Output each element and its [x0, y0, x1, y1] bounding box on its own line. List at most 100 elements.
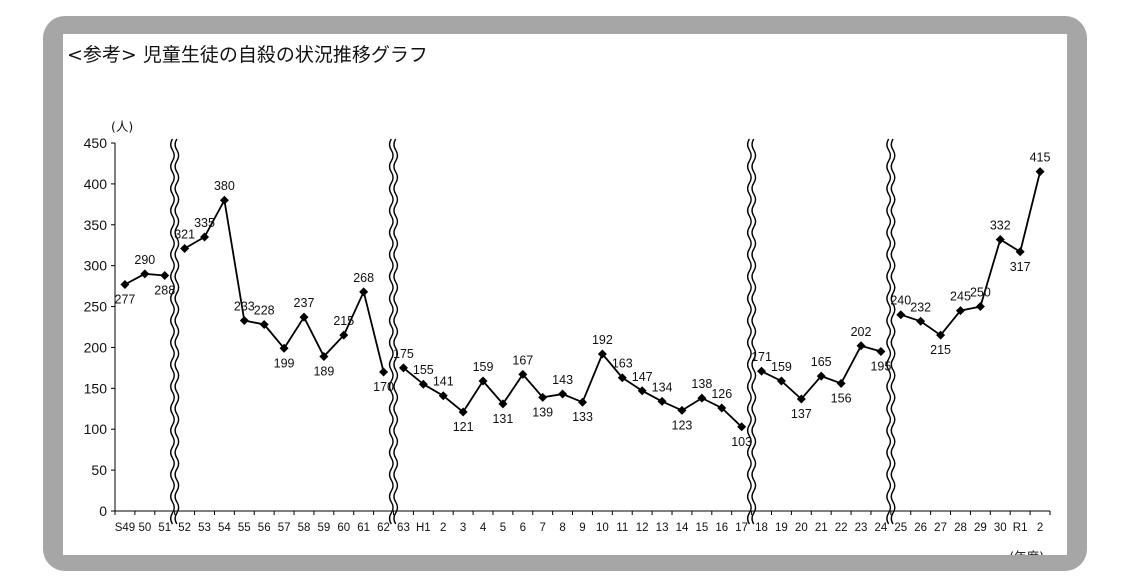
data-label: 147	[632, 370, 653, 384]
x-tick-label: 24	[875, 522, 888, 534]
data-point	[120, 279, 130, 289]
x-tick-label: 53	[198, 522, 211, 534]
data-label: 240	[890, 294, 911, 308]
data-point	[776, 376, 786, 386]
data-point	[359, 287, 369, 297]
data-label: 139	[532, 405, 553, 419]
chart-frame: <参考> 児童生徒の自殺の状況推移グラフ 0 50 100 150 200 250 300 3…	[43, 16, 1087, 571]
data-point	[816, 371, 826, 381]
x-tick-label: 18	[755, 522, 768, 534]
axis-break-mark	[886, 138, 896, 525]
x-tick-label: 22	[835, 522, 848, 534]
data-label: 137	[791, 407, 812, 421]
x-tick-label: 5	[500, 522, 506, 534]
chart-panel: <参考> 児童生徒の自殺の状況推移グラフ 0 50 100 150 200 250 300 3…	[63, 34, 1067, 555]
x-tick-label: 13	[656, 522, 669, 534]
y-tick-label: 200	[84, 339, 108, 355]
data-label: 250	[970, 286, 991, 300]
data-point	[896, 310, 906, 320]
x-tick-label: 26	[914, 522, 927, 534]
axis-break-mark	[170, 138, 180, 525]
data-point	[916, 316, 926, 326]
data-label: 202	[851, 325, 872, 339]
x-tick-label: R1	[1013, 522, 1028, 534]
data-label: 335	[194, 216, 215, 230]
y-tick-label: 400	[84, 176, 108, 192]
data-point	[299, 312, 309, 322]
data-label: 159	[473, 360, 494, 374]
data-label: 159	[771, 360, 792, 374]
data-point	[538, 392, 548, 402]
data-point	[1035, 167, 1045, 177]
x-tick-label: 16	[715, 522, 728, 534]
data-point	[478, 376, 488, 386]
data-label: 192	[592, 333, 613, 347]
data-point	[737, 422, 747, 432]
x-tick-label: 55	[238, 522, 251, 534]
x-tick-label: 11	[616, 522, 628, 534]
x-tick-label: 8	[559, 522, 565, 534]
data-point	[200, 232, 210, 242]
chart-title: <参考> 児童生徒の自殺の状況推移グラフ	[67, 44, 428, 66]
data-label: 380	[214, 179, 235, 193]
data-point	[438, 391, 448, 401]
x-tick-label: 7	[540, 522, 546, 534]
data-label: 277	[115, 292, 136, 306]
x-tick-label: 62	[377, 522, 390, 534]
y-tick-label: 150	[84, 380, 108, 396]
data-point	[498, 399, 508, 409]
data-point	[379, 367, 389, 377]
x-tick-label: 2	[1037, 522, 1043, 534]
x-tick-label: 19	[775, 522, 788, 534]
y-tick-label: 450	[84, 135, 108, 151]
data-label: 156	[831, 391, 852, 405]
y-tick-label: 50	[91, 462, 107, 478]
data-point	[180, 243, 190, 253]
data-point	[975, 302, 985, 312]
data-point	[637, 386, 647, 396]
x-tick-label: S49	[115, 522, 135, 534]
data-label: 138	[691, 377, 712, 391]
data-point	[558, 389, 568, 399]
x-tick-label: 30	[994, 522, 1007, 534]
data-label: 332	[990, 218, 1011, 232]
data-label: 233	[234, 299, 255, 313]
data-label: 167	[512, 353, 533, 367]
data-point	[319, 351, 329, 361]
data-point	[578, 397, 587, 407]
data-label: 175	[393, 347, 414, 361]
data-point	[757, 366, 767, 376]
data-label: 268	[353, 271, 374, 285]
data-label: 170	[373, 380, 394, 394]
data-point	[418, 379, 428, 389]
data-point	[1015, 247, 1025, 257]
data-label: 232	[910, 300, 931, 314]
data-point	[995, 234, 1005, 244]
x-tick-label: 2	[440, 522, 446, 534]
x-tick-label: 4	[480, 522, 487, 534]
x-tick-label: 61	[357, 522, 370, 534]
x-tick-label: 20	[795, 522, 808, 534]
data-label: 321	[174, 227, 195, 241]
x-tick-label: 59	[317, 522, 330, 534]
x-tick-label: 28	[954, 522, 967, 534]
x-tick-label: 17	[735, 522, 748, 534]
x-tick-label: 51	[158, 522, 171, 534]
data-label: 133	[572, 410, 593, 424]
x-tick-label: 52	[178, 522, 191, 534]
y-tick-label: 350	[84, 217, 108, 233]
y-tick-label: 0	[99, 503, 107, 519]
data-label: 103	[731, 435, 752, 449]
data-point	[398, 363, 408, 373]
data-label: 143	[552, 373, 573, 387]
data-label: 199	[274, 356, 295, 370]
data-label: 189	[313, 364, 334, 378]
data-label: 228	[254, 304, 275, 318]
axis-break-mark	[746, 138, 757, 525]
x-tick-label: 57	[278, 522, 291, 534]
x-tick-label: 50	[138, 522, 151, 534]
x-tick-label: 54	[218, 522, 231, 534]
data-point	[597, 349, 607, 359]
data-point	[836, 378, 846, 388]
data-label: 245	[950, 290, 971, 304]
